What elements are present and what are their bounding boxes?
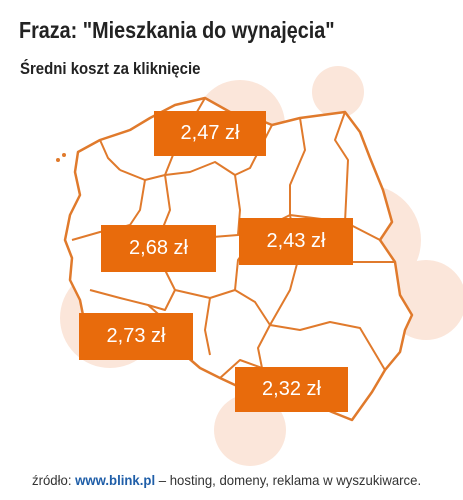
coast-dots xyxy=(56,153,66,162)
price-label-southwest: 2,73 zł xyxy=(79,313,193,360)
footer-suffix: – hosting, domeny, reklama w wyszukiwarc… xyxy=(158,472,422,488)
blob-bottom xyxy=(214,394,286,466)
chart-title: Fraza: "Mieszkania do wynajęcia" xyxy=(19,17,335,43)
price-label-west: 2,68 zł xyxy=(101,225,216,272)
price-label-north: 2,47 zł xyxy=(154,111,266,156)
source-footer: źródło: www.blink.pl – hosting, domeny, … xyxy=(32,472,421,488)
footer-prefix: źródło: xyxy=(32,472,72,488)
footer-link[interactable]: www.blink.pl xyxy=(75,472,156,488)
blob-topright xyxy=(312,66,364,118)
chart-subtitle: Średni koszt za kliknięcie xyxy=(20,59,201,78)
price-label-south: 2,32 zł xyxy=(235,367,348,412)
price-label-east: 2,43 zł xyxy=(239,218,353,265)
